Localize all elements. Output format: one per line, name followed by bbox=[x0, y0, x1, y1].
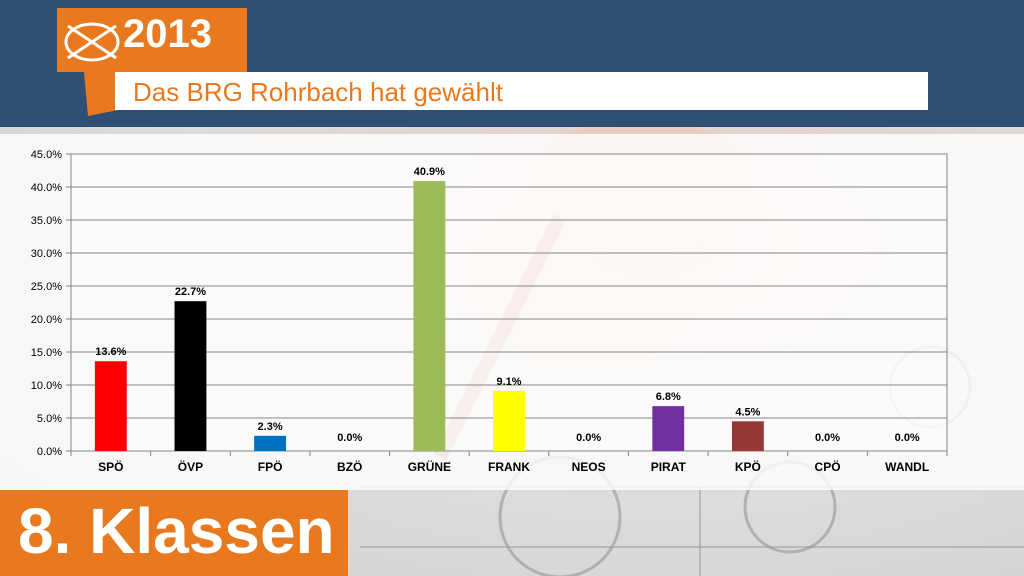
x-tick-label: FPÖ bbox=[258, 459, 283, 474]
page-subtitle: Das BRG Rohrbach hat gewählt bbox=[133, 77, 503, 107]
data-label: 9.1% bbox=[496, 376, 521, 388]
bar bbox=[731, 421, 764, 451]
class-label: 8. Klassen bbox=[18, 495, 335, 567]
x-tick-label: KPÖ bbox=[735, 459, 761, 474]
x-tick-label: WANDL bbox=[885, 460, 929, 474]
data-label: 2.3% bbox=[258, 421, 283, 433]
bar bbox=[174, 301, 207, 451]
bar bbox=[94, 361, 127, 451]
data-label: 0.0% bbox=[337, 432, 362, 444]
y-tick-label: 25.0% bbox=[31, 281, 62, 293]
x-tick-label: ÖVP bbox=[178, 459, 203, 474]
x-tick-label: GRÜNE bbox=[408, 459, 451, 474]
bar bbox=[413, 181, 446, 451]
x-tick-label: BZÖ bbox=[337, 459, 362, 474]
banner-flag-tail bbox=[84, 72, 118, 116]
y-tick-label: 45.0% bbox=[31, 149, 62, 161]
bar-chart: 0.0% 5.0% 10.0% 15.0% 20.0% 25.0% 30.0% 35.0% 40… bbox=[31, 149, 948, 474]
bar bbox=[652, 406, 685, 451]
y-tick-label: 30.0% bbox=[31, 248, 62, 260]
ballot-cross-icon bbox=[64, 22, 120, 62]
x-tick-label: CPÖ bbox=[815, 459, 841, 474]
data-label: 0.0% bbox=[815, 432, 840, 444]
data-label: 22.7% bbox=[175, 286, 206, 298]
y-tick-label: 10.0% bbox=[31, 380, 62, 392]
y-tick-label: 0.0% bbox=[37, 446, 62, 458]
subtitle-banner bbox=[115, 72, 928, 110]
x-tick-label: SPÖ bbox=[98, 459, 123, 474]
y-tick-label: 15.0% bbox=[31, 347, 62, 359]
x-tick-label: NEOS bbox=[572, 460, 606, 474]
data-label: 0.0% bbox=[576, 432, 601, 444]
y-tick-label: 20.0% bbox=[31, 314, 62, 326]
bar bbox=[493, 390, 525, 451]
y-tick-label: 5.0% bbox=[37, 413, 62, 425]
data-label: 0.0% bbox=[895, 432, 920, 444]
x-tick-label: PIRAT bbox=[651, 460, 687, 474]
class-badge bbox=[0, 490, 348, 576]
y-tick-label: 40.0% bbox=[31, 182, 62, 194]
year-label: 2013 bbox=[123, 12, 212, 56]
y-tick-label: 35.0% bbox=[31, 215, 62, 227]
bar bbox=[254, 435, 287, 451]
data-label: 13.6% bbox=[95, 346, 126, 358]
data-label: 4.5% bbox=[735, 406, 760, 418]
data-label: 6.8% bbox=[656, 391, 681, 403]
data-label: 40.9% bbox=[414, 166, 445, 178]
x-tick-label: FRANK bbox=[488, 460, 530, 474]
